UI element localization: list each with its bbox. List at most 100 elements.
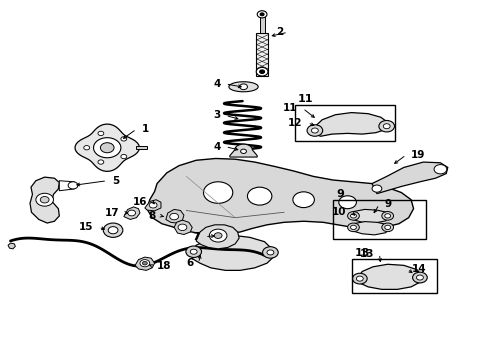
Polygon shape (260, 12, 265, 33)
Text: 9: 9 (384, 199, 392, 210)
Text: 6: 6 (187, 258, 194, 268)
Polygon shape (30, 177, 59, 223)
Text: 19: 19 (411, 150, 425, 160)
Circle shape (379, 121, 394, 132)
Polygon shape (351, 222, 389, 235)
Text: 7: 7 (193, 232, 200, 242)
Circle shape (98, 131, 104, 136)
Polygon shape (191, 235, 273, 270)
Circle shape (241, 149, 246, 153)
Polygon shape (59, 181, 76, 191)
Text: 14: 14 (412, 264, 427, 274)
Circle shape (209, 229, 227, 242)
Circle shape (352, 273, 367, 284)
Circle shape (383, 124, 390, 129)
Circle shape (350, 225, 356, 229)
Text: 4: 4 (213, 79, 220, 89)
Circle shape (350, 214, 356, 218)
Circle shape (372, 185, 382, 192)
Circle shape (140, 260, 150, 267)
Circle shape (40, 197, 49, 203)
Circle shape (247, 187, 272, 205)
Circle shape (36, 193, 53, 206)
Circle shape (260, 13, 264, 16)
Text: 10: 10 (332, 207, 346, 217)
Polygon shape (372, 162, 448, 194)
Polygon shape (147, 158, 414, 234)
Text: 11: 11 (283, 103, 298, 113)
Polygon shape (256, 33, 268, 76)
Bar (295, 105, 395, 140)
Circle shape (385, 214, 391, 218)
Circle shape (186, 246, 201, 257)
Circle shape (382, 223, 393, 231)
Circle shape (260, 70, 265, 73)
Circle shape (240, 84, 247, 90)
Circle shape (149, 202, 157, 208)
Circle shape (68, 182, 78, 189)
Text: 11: 11 (298, 94, 313, 104)
Text: 18: 18 (157, 261, 171, 271)
Circle shape (382, 212, 393, 220)
Circle shape (143, 261, 147, 265)
Circle shape (434, 165, 447, 174)
Text: 13: 13 (355, 248, 370, 258)
Circle shape (100, 143, 114, 153)
Polygon shape (313, 113, 389, 136)
Bar (333, 200, 426, 239)
Polygon shape (357, 264, 422, 289)
Circle shape (178, 224, 187, 230)
Circle shape (121, 137, 127, 141)
Text: 1: 1 (142, 124, 148, 134)
Circle shape (190, 249, 197, 254)
Circle shape (293, 192, 315, 208)
Text: 13: 13 (360, 248, 374, 258)
Circle shape (356, 276, 363, 281)
Circle shape (98, 160, 104, 164)
Circle shape (94, 138, 121, 158)
Circle shape (413, 272, 427, 283)
Circle shape (312, 128, 318, 133)
Circle shape (263, 247, 278, 258)
Circle shape (347, 223, 359, 231)
Circle shape (339, 196, 356, 209)
Text: 17: 17 (104, 208, 119, 218)
Circle shape (267, 250, 274, 255)
Polygon shape (75, 124, 140, 171)
Text: 9: 9 (337, 189, 345, 199)
Polygon shape (166, 210, 184, 223)
Polygon shape (136, 146, 147, 149)
Text: 16: 16 (133, 197, 147, 207)
Circle shape (347, 212, 359, 220)
Circle shape (307, 125, 323, 136)
Polygon shape (351, 210, 389, 223)
Circle shape (385, 225, 391, 229)
Circle shape (84, 145, 90, 150)
Text: 8: 8 (149, 211, 156, 221)
Circle shape (170, 213, 178, 220)
Text: 2: 2 (276, 27, 283, 37)
Text: 3: 3 (213, 111, 220, 121)
Circle shape (214, 233, 222, 238)
Circle shape (103, 223, 123, 237)
Text: 5: 5 (112, 176, 120, 186)
Circle shape (128, 210, 136, 216)
Circle shape (256, 67, 268, 76)
Bar (351, 259, 437, 293)
Polygon shape (124, 207, 140, 220)
Polygon shape (174, 220, 192, 234)
Text: 4: 4 (213, 141, 220, 152)
Text: 12: 12 (288, 118, 303, 128)
Circle shape (257, 11, 267, 18)
Circle shape (108, 226, 118, 234)
Polygon shape (196, 225, 239, 249)
Polygon shape (145, 200, 161, 211)
Polygon shape (8, 243, 15, 249)
Polygon shape (135, 257, 155, 270)
Text: 15: 15 (79, 222, 94, 232)
Polygon shape (230, 144, 257, 157)
Polygon shape (229, 82, 258, 92)
Circle shape (416, 275, 423, 280)
Circle shape (121, 154, 127, 159)
Circle shape (203, 182, 233, 203)
